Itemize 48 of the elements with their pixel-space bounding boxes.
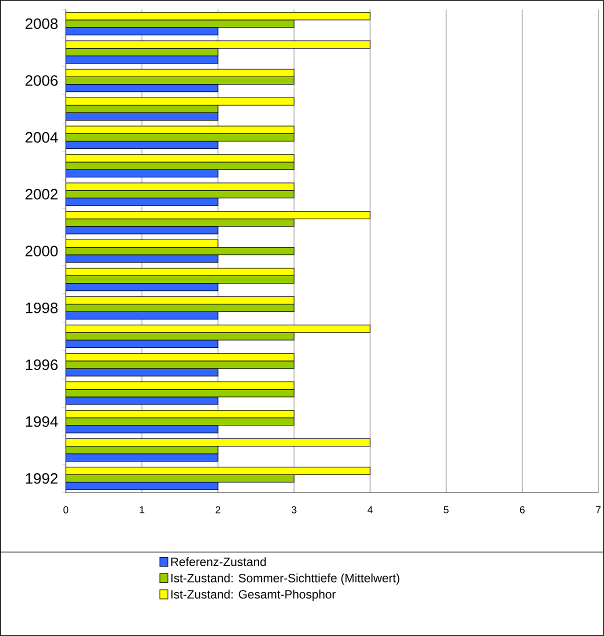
bar — [66, 482, 218, 490]
y-tick-label: 2002 — [25, 188, 58, 200]
bar — [66, 296, 294, 304]
x-tick-label: 4 — [367, 506, 372, 514]
legend-label: Referenz-Zustand — [170, 557, 266, 566]
bar — [66, 368, 218, 376]
bar — [66, 410, 294, 418]
bar — [66, 84, 218, 92]
y-tick-label: 1992 — [26, 473, 58, 484]
bar — [66, 226, 218, 234]
x-tick-label: 7 — [596, 506, 600, 514]
bar — [66, 454, 218, 462]
bar — [66, 12, 370, 20]
legend-label: Ist-Zustand: Gesamt-Phosphor — [171, 590, 336, 601]
x-tick-label: 6 — [520, 506, 524, 514]
x-tick-label: 5 — [444, 506, 448, 514]
bar — [66, 268, 294, 276]
bar — [66, 239, 218, 248]
legend-label: Ist-Zustand: Sommer-Sichttiefe (Mittelwert) — [171, 574, 400, 585]
bar — [66, 56, 218, 64]
y-tick-label: 2004 — [25, 132, 58, 143]
bar — [66, 425, 218, 434]
y-tick-label: 1994 — [26, 416, 58, 427]
x-tick-label: 0 — [63, 506, 68, 514]
bar — [66, 254, 218, 263]
y-tick-label: 1998 — [26, 302, 58, 314]
bar — [66, 382, 294, 390]
bar — [66, 169, 218, 178]
bar — [66, 97, 294, 106]
bar — [66, 126, 294, 134]
bar — [66, 211, 370, 220]
bar — [66, 182, 294, 191]
bar — [66, 466, 370, 475]
bar — [66, 340, 218, 348]
bar — [66, 311, 218, 320]
y-tick-label: 2000 — [25, 246, 58, 256]
bar — [66, 112, 218, 121]
y-tick-label: 2008 — [25, 18, 58, 30]
bar — [66, 282, 218, 292]
y-tick-label: 1996 — [26, 359, 58, 370]
y-tick-label: 2006 — [25, 75, 58, 86]
bar — [66, 140, 218, 149]
bar — [66, 68, 294, 78]
x-tick-label: 3 — [291, 506, 296, 514]
x-tick-label: 2 — [215, 506, 220, 514]
bar — [66, 40, 370, 49]
bar — [66, 438, 370, 447]
x-tick-label: 1 — [140, 506, 144, 514]
